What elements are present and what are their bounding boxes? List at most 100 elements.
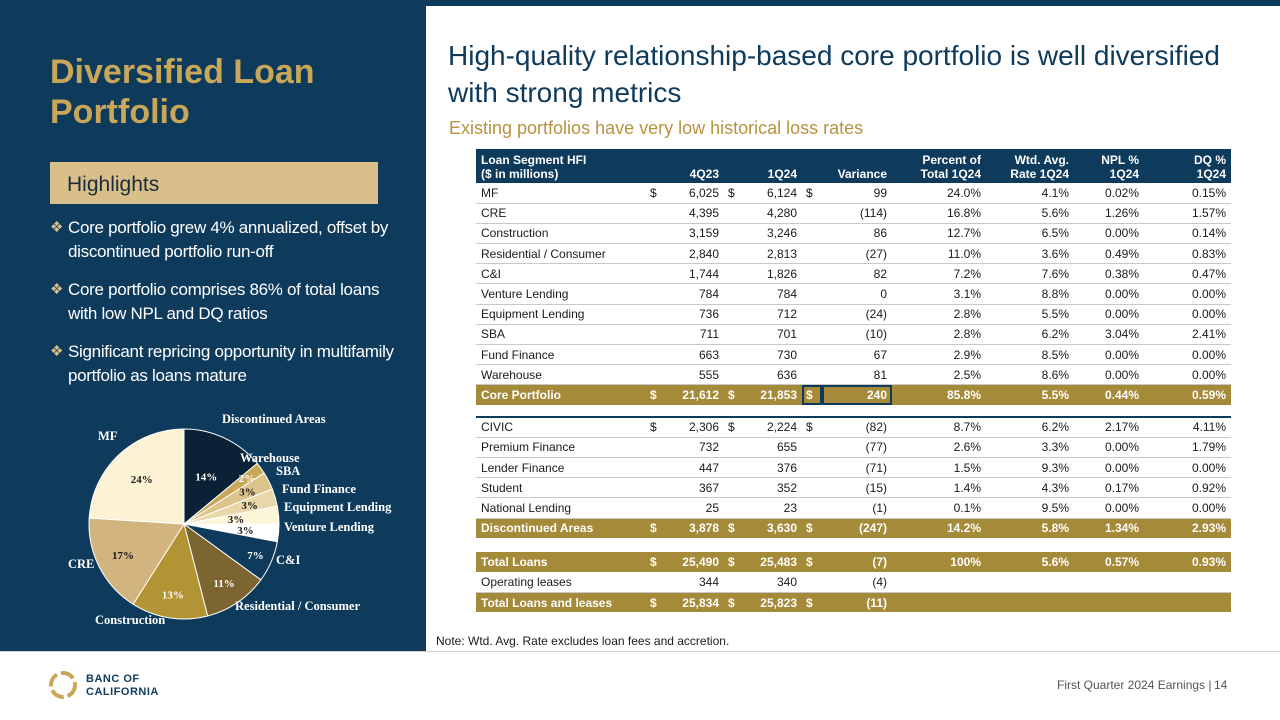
currency: $ bbox=[724, 592, 744, 614]
value-percent: 3.1% bbox=[892, 283, 986, 305]
currency bbox=[802, 324, 822, 346]
value-1q24: 701 bbox=[744, 324, 802, 346]
value-rate: 4.3% bbox=[986, 477, 1074, 499]
pie-slice-label: CRE bbox=[68, 557, 94, 571]
value-npl: 0.00% bbox=[1074, 457, 1144, 479]
value-percent: 2.8% bbox=[892, 304, 986, 325]
currency: $ bbox=[646, 552, 666, 573]
value-1q24: 25,823 bbox=[744, 592, 802, 614]
value-percent: 1.5% bbox=[892, 457, 986, 479]
currency bbox=[724, 344, 744, 366]
value-npl: 0.38% bbox=[1074, 263, 1144, 285]
segment-name: Construction bbox=[476, 223, 646, 245]
header-1q24: 1Q24 bbox=[724, 149, 802, 183]
value-4q23: 3,878 bbox=[666, 518, 724, 539]
currency bbox=[646, 243, 666, 265]
currency bbox=[802, 304, 822, 325]
currency bbox=[646, 304, 666, 325]
loan-pie-chart: 14%Discontinued Areas2%Warehouse3%SBA3%F… bbox=[68, 412, 392, 627]
value-percent: 11.0% bbox=[892, 243, 986, 265]
currency bbox=[802, 223, 822, 245]
value-variance: (1) bbox=[822, 497, 892, 519]
value-1q24: 3,630 bbox=[744, 518, 802, 539]
segment-name: National Lending bbox=[476, 497, 646, 519]
value-1q24: 376 bbox=[744, 457, 802, 479]
highlights-label: Highlights bbox=[67, 173, 160, 196]
section-title: Diversified Loan Portfolio bbox=[50, 53, 315, 131]
segment-name: Total Loans and leases bbox=[476, 592, 646, 614]
footnote: Note: Wtd. Avg. Rate excludes loan fees … bbox=[436, 634, 730, 648]
value-variance: (10) bbox=[822, 324, 892, 346]
diamond-bullet-icon: ❖ bbox=[50, 281, 64, 298]
value-percent: 100% bbox=[892, 552, 986, 573]
value-percent: 0.1% bbox=[892, 497, 986, 519]
value-4q23: 555 bbox=[666, 364, 724, 386]
currency bbox=[724, 437, 744, 458]
segment-name: C&I bbox=[476, 263, 646, 285]
value-npl: 2.17% bbox=[1074, 417, 1144, 438]
currency bbox=[646, 477, 666, 499]
currency bbox=[724, 203, 744, 224]
segment-name: Total Loans bbox=[476, 552, 646, 573]
currency bbox=[646, 223, 666, 245]
currency bbox=[724, 243, 744, 265]
value-4q23: 344 bbox=[666, 572, 724, 594]
value-percent: 12.7% bbox=[892, 223, 986, 245]
value-1q24: 4,280 bbox=[744, 203, 802, 224]
currency bbox=[802, 203, 822, 224]
segment-name: MF bbox=[476, 183, 646, 204]
currency bbox=[646, 263, 666, 285]
currency bbox=[646, 437, 666, 458]
table-row: Equipment Lending 736 712 (24) 2.8% 5.5% 0.00%… bbox=[476, 304, 1231, 325]
value-4q23: 367 bbox=[666, 477, 724, 499]
currency bbox=[724, 263, 744, 285]
value-dq: 0.00% bbox=[1144, 457, 1231, 479]
value-npl: 0.44% bbox=[1074, 384, 1144, 406]
header-dq: DQ % 1Q24 bbox=[1144, 149, 1231, 183]
table-row: Premium Finance 732 655 (77) 2.6% 3.3% 0.00% 1.… bbox=[476, 437, 1231, 458]
value-4q23: 447 bbox=[666, 457, 724, 479]
currency: $ bbox=[802, 384, 822, 406]
pie-slice-value: 13% bbox=[162, 589, 184, 601]
currency: $ bbox=[646, 592, 666, 614]
value-4q23: 1,744 bbox=[666, 263, 724, 285]
total-loans-row: Total Loans $25,490 $25,483 $ (7) 100% 5.6% 0.5… bbox=[476, 552, 1231, 573]
currency: $ bbox=[724, 183, 744, 204]
value-dq: 0.00% bbox=[1144, 497, 1231, 519]
value-npl: 0.00% bbox=[1074, 223, 1144, 245]
spacer-row bbox=[476, 538, 1231, 552]
value-variance: (247) bbox=[822, 518, 892, 539]
value-variance: 99 bbox=[822, 183, 892, 204]
currency bbox=[802, 263, 822, 285]
segment-name: CIVIC bbox=[476, 417, 646, 438]
value-npl: 0.17% bbox=[1074, 477, 1144, 499]
pie-slice-label: Residential / Consumer bbox=[235, 599, 360, 613]
value-percent bbox=[892, 592, 986, 614]
value-variance: (11) bbox=[822, 592, 892, 614]
table-row: SBA 711 701 (10) 2.8% 6.2% 3.04% 2.41% bbox=[476, 324, 1231, 346]
value-rate: 3.6% bbox=[986, 243, 1074, 265]
pie-slice bbox=[88, 428, 185, 525]
currency: $ bbox=[646, 384, 666, 406]
loan-segment-table: Loan Segment HFI ($ in millions) 4Q23 1Q2… bbox=[476, 149, 1231, 614]
value-dq: 0.00% bbox=[1144, 344, 1231, 366]
table-row: National Lending 25 23 (1) 0.1% 9.5% 0.00% 0.00… bbox=[476, 497, 1231, 519]
value-percent: 2.8% bbox=[892, 324, 986, 346]
value-npl: 1.26% bbox=[1074, 203, 1144, 224]
footer-text: First Quarter 2024 Earnings | bbox=[1057, 678, 1212, 692]
value-1q24: 23 bbox=[744, 497, 802, 519]
value-4q23: 25,490 bbox=[666, 552, 724, 573]
currency: $ bbox=[646, 417, 666, 438]
value-percent: 14.2% bbox=[892, 518, 986, 539]
value-npl: 0.00% bbox=[1074, 304, 1144, 325]
value-percent: 8.7% bbox=[892, 417, 986, 438]
table-row: CRE 4,395 4,280 (114) 16.8% 5.6% 1.26% 1.57% bbox=[476, 203, 1231, 224]
table-row: Venture Lending 784 784 0 3.1% 8.8% 0.00% 0.00% bbox=[476, 283, 1231, 305]
value-1q24: 352 bbox=[744, 477, 802, 499]
value-npl: 0.00% bbox=[1074, 283, 1144, 305]
currency: $ bbox=[802, 592, 822, 614]
value-dq: 4.11% bbox=[1144, 417, 1231, 438]
value-1q24: 340 bbox=[744, 572, 802, 594]
currency bbox=[802, 572, 822, 594]
value-rate: 8.6% bbox=[986, 364, 1074, 386]
